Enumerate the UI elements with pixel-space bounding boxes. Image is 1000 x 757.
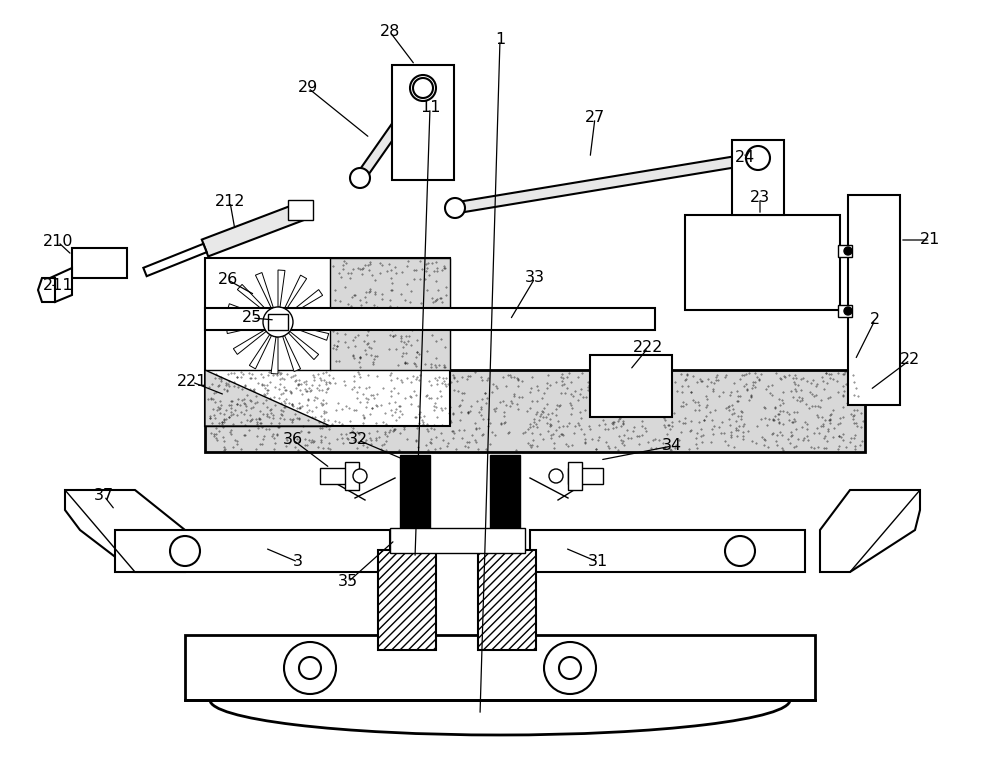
Circle shape bbox=[746, 146, 770, 170]
Text: 34: 34 bbox=[662, 438, 682, 453]
Text: 24: 24 bbox=[735, 151, 755, 166]
Polygon shape bbox=[283, 335, 301, 372]
Circle shape bbox=[725, 536, 755, 566]
Bar bbox=[400, 455, 430, 550]
Text: 25: 25 bbox=[242, 310, 262, 326]
Polygon shape bbox=[143, 244, 207, 276]
Bar bbox=[268, 314, 288, 330]
Bar bbox=[490, 455, 520, 550]
Polygon shape bbox=[185, 635, 815, 700]
Circle shape bbox=[748, 148, 768, 168]
Polygon shape bbox=[233, 330, 266, 354]
Circle shape bbox=[353, 469, 367, 483]
Circle shape bbox=[410, 75, 436, 101]
Polygon shape bbox=[255, 273, 273, 309]
Bar bbox=[320, 468, 355, 484]
Polygon shape bbox=[65, 490, 185, 572]
Text: 1: 1 bbox=[495, 33, 505, 48]
Text: 31: 31 bbox=[588, 554, 608, 569]
Bar bbox=[378, 550, 436, 650]
Circle shape bbox=[844, 247, 852, 255]
Circle shape bbox=[445, 198, 465, 218]
Text: 212: 212 bbox=[215, 195, 245, 210]
Polygon shape bbox=[454, 153, 759, 213]
Text: 26: 26 bbox=[218, 273, 238, 288]
Circle shape bbox=[299, 657, 321, 679]
Bar bbox=[205, 308, 655, 330]
Text: 33: 33 bbox=[525, 270, 545, 285]
Circle shape bbox=[549, 469, 563, 483]
Polygon shape bbox=[202, 201, 308, 257]
Bar bbox=[848, 195, 900, 405]
Circle shape bbox=[544, 642, 596, 694]
Polygon shape bbox=[205, 370, 330, 426]
Bar bbox=[685, 215, 840, 310]
Circle shape bbox=[844, 307, 852, 315]
Bar bbox=[72, 248, 127, 278]
Bar bbox=[392, 65, 454, 180]
Circle shape bbox=[263, 307, 293, 337]
Polygon shape bbox=[292, 326, 329, 340]
Polygon shape bbox=[226, 323, 263, 334]
Polygon shape bbox=[227, 304, 264, 319]
Text: 210: 210 bbox=[43, 235, 73, 250]
Circle shape bbox=[284, 642, 336, 694]
Polygon shape bbox=[249, 335, 271, 369]
Circle shape bbox=[170, 536, 200, 566]
Text: 21: 21 bbox=[920, 232, 940, 248]
Text: 37: 37 bbox=[94, 488, 114, 503]
Bar bbox=[115, 530, 390, 572]
Circle shape bbox=[350, 168, 370, 188]
Polygon shape bbox=[290, 290, 323, 314]
Polygon shape bbox=[237, 285, 268, 313]
Text: 3: 3 bbox=[293, 554, 303, 569]
Bar bbox=[390, 528, 525, 553]
Text: 35: 35 bbox=[338, 575, 358, 590]
Circle shape bbox=[559, 657, 581, 679]
Bar bbox=[205, 370, 865, 452]
Bar bbox=[590, 355, 672, 417]
Bar bbox=[530, 530, 805, 572]
Polygon shape bbox=[288, 332, 319, 360]
Polygon shape bbox=[50, 268, 72, 302]
Polygon shape bbox=[820, 490, 920, 572]
Polygon shape bbox=[293, 310, 330, 321]
Polygon shape bbox=[278, 270, 285, 307]
Text: 32: 32 bbox=[348, 432, 368, 447]
Text: 222: 222 bbox=[633, 341, 663, 356]
Bar bbox=[732, 140, 784, 215]
Bar bbox=[568, 468, 603, 484]
Polygon shape bbox=[38, 278, 55, 302]
Bar bbox=[568, 462, 582, 490]
Bar bbox=[345, 462, 359, 490]
Bar bbox=[838, 305, 852, 317]
Bar bbox=[205, 258, 450, 426]
Text: 28: 28 bbox=[380, 24, 400, 39]
Text: 36: 36 bbox=[283, 432, 303, 447]
Circle shape bbox=[413, 78, 433, 98]
Polygon shape bbox=[356, 85, 427, 181]
Text: 23: 23 bbox=[750, 191, 770, 205]
Polygon shape bbox=[285, 275, 307, 310]
Text: 29: 29 bbox=[298, 80, 318, 95]
Text: 211: 211 bbox=[43, 279, 73, 294]
Text: 11: 11 bbox=[420, 101, 440, 116]
Bar bbox=[288, 200, 313, 220]
Bar bbox=[330, 258, 450, 370]
Text: 27: 27 bbox=[585, 111, 605, 126]
Text: 2: 2 bbox=[870, 313, 880, 328]
Bar bbox=[478, 550, 536, 650]
Polygon shape bbox=[271, 337, 278, 374]
Text: 22: 22 bbox=[900, 353, 920, 367]
Bar bbox=[838, 245, 852, 257]
Text: 221: 221 bbox=[177, 375, 207, 390]
